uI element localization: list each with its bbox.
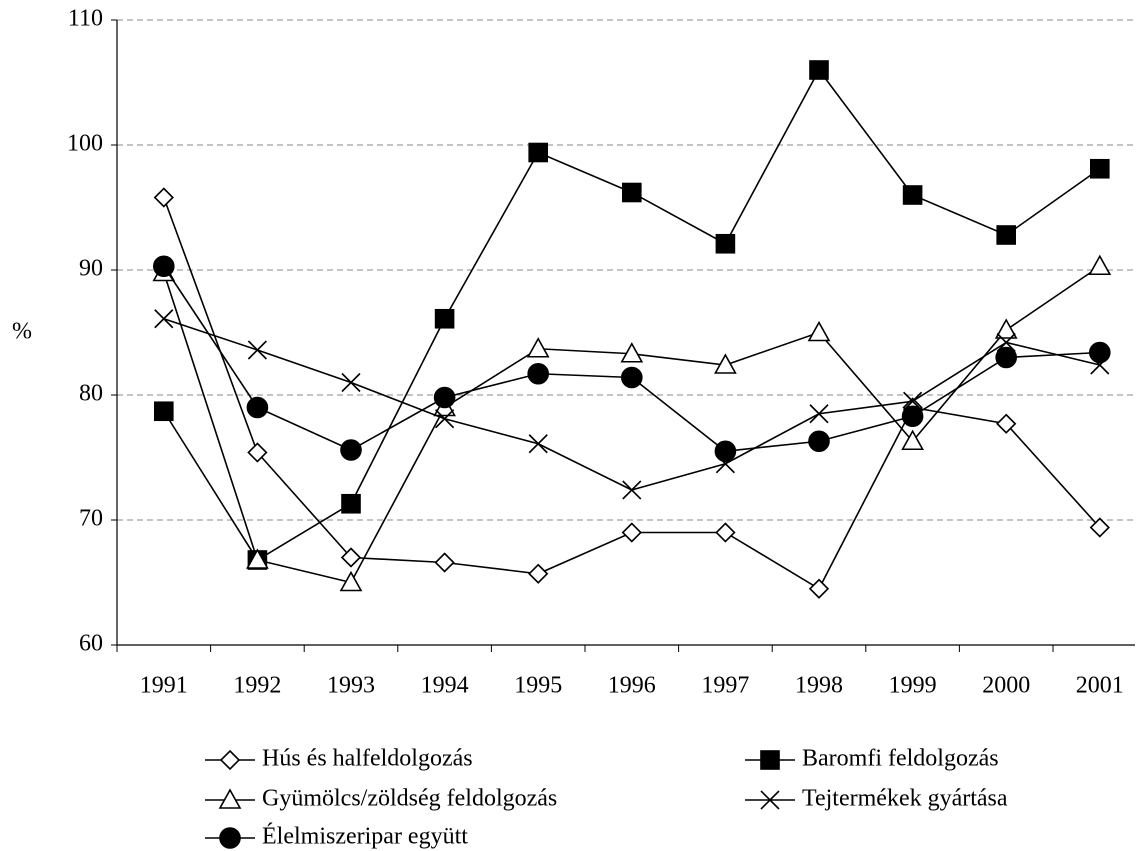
- y-tick-label: 110: [68, 6, 103, 32]
- marker: [339, 570, 363, 592]
- marker: [996, 332, 1016, 353]
- legend-label: Baromfi feldolgozás: [802, 746, 999, 772]
- marker: [340, 439, 362, 461]
- marker: [433, 386, 456, 409]
- marker: [715, 522, 736, 543]
- marker: [528, 563, 549, 584]
- marker: [901, 429, 924, 451]
- marker: [996, 225, 1017, 245]
- marker: [219, 749, 241, 771]
- marker: [760, 750, 780, 770]
- marker: [808, 430, 830, 453]
- x-tick-label: 1995: [514, 673, 562, 699]
- x-tick-label: 1993: [327, 673, 375, 699]
- marker: [341, 493, 361, 514]
- marker: [808, 578, 830, 599]
- marker: [1089, 517, 1110, 538]
- y-tick-label: 80: [79, 381, 103, 407]
- marker: [434, 552, 455, 573]
- y-tick-label: 60: [79, 631, 103, 657]
- marker: [621, 182, 642, 203]
- x-tick-label: 1996: [608, 673, 656, 699]
- marker: [154, 309, 174, 329]
- marker: [996, 413, 1017, 434]
- legend-label: Tejtermékek gyártása: [802, 786, 1008, 812]
- marker: [219, 827, 241, 849]
- marker: [807, 320, 831, 342]
- marker: [715, 233, 736, 254]
- marker: [341, 372, 361, 393]
- legend-label: Gyümölcs/zöldség feldolgozás: [262, 786, 557, 812]
- marker: [620, 366, 643, 389]
- x-tick-label: 1991: [140, 673, 188, 699]
- marker: [995, 346, 1018, 369]
- y-tick-label: 90: [79, 256, 103, 282]
- x-tick-label: 1997: [701, 673, 749, 699]
- marker: [246, 396, 269, 419]
- y-axis-label: %: [12, 319, 32, 345]
- x-tick-label: 2001: [1076, 673, 1124, 699]
- marker: [714, 440, 737, 463]
- series-line: [163, 68, 1101, 562]
- marker: [153, 255, 175, 278]
- marker: [760, 790, 780, 810]
- marker: [809, 404, 829, 424]
- marker: [1088, 254, 1112, 276]
- marker: [714, 353, 737, 374]
- marker: [154, 401, 174, 422]
- marker: [435, 409, 455, 429]
- marker: [994, 318, 1018, 339]
- marker: [1090, 158, 1110, 179]
- marker: [620, 342, 644, 363]
- x-tick-label: 1992: [233, 673, 281, 699]
- marker: [622, 480, 642, 500]
- legend-label: Hús és halfeldolgozás: [262, 746, 473, 772]
- marker: [218, 788, 242, 809]
- marker: [903, 391, 923, 411]
- marker: [901, 405, 924, 428]
- marker: [247, 442, 268, 463]
- x-tick-label: 1994: [421, 673, 469, 699]
- marker: [528, 434, 548, 454]
- legend-label: Élelmiszeripar együtt: [262, 824, 468, 850]
- x-tick-label: 2000: [982, 673, 1030, 699]
- marker: [153, 187, 174, 208]
- marker: [247, 340, 267, 360]
- marker: [809, 60, 829, 80]
- x-tick-label: 1999: [889, 673, 937, 699]
- marker: [340, 547, 362, 568]
- marker: [621, 522, 642, 543]
- marker: [526, 337, 550, 358]
- marker: [528, 142, 549, 163]
- marker: [246, 548, 269, 569]
- x-tick-label: 1998: [795, 673, 843, 699]
- marker: [1089, 341, 1111, 364]
- marker: [434, 308, 455, 329]
- y-tick-label: 100: [67, 131, 103, 157]
- marker: [902, 185, 923, 205]
- marker: [527, 362, 550, 385]
- y-tick-label: 70: [79, 506, 103, 532]
